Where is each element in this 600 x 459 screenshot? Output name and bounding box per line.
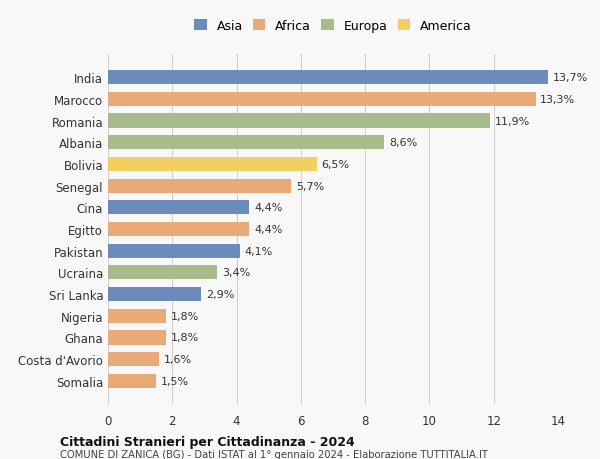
Bar [108, 201, 250, 215]
Bar [108, 93, 536, 106]
Text: 1,5%: 1,5% [161, 376, 189, 386]
Text: 11,9%: 11,9% [496, 116, 530, 126]
Text: 6,5%: 6,5% [322, 160, 350, 169]
Bar [108, 309, 166, 323]
Bar [108, 179, 291, 193]
Bar [108, 223, 250, 236]
Bar [108, 353, 160, 366]
Text: 4,1%: 4,1% [245, 246, 273, 256]
Text: 2,9%: 2,9% [206, 290, 235, 299]
Bar [108, 266, 217, 280]
Bar [108, 287, 201, 302]
Text: 5,7%: 5,7% [296, 181, 324, 191]
Bar [108, 374, 156, 388]
Text: 13,7%: 13,7% [553, 73, 589, 83]
Text: 1,6%: 1,6% [164, 354, 193, 364]
Bar [108, 157, 317, 172]
Text: 4,4%: 4,4% [254, 224, 283, 235]
Text: 13,3%: 13,3% [541, 95, 575, 105]
Text: 3,4%: 3,4% [222, 268, 250, 278]
Text: 4,4%: 4,4% [254, 203, 283, 213]
Bar [108, 244, 240, 258]
Bar [108, 330, 166, 345]
Legend: Asia, Africa, Europa, America: Asia, Africa, Europa, America [190, 16, 476, 36]
Text: 8,6%: 8,6% [389, 138, 418, 148]
Bar [108, 71, 548, 85]
Text: Cittadini Stranieri per Cittadinanza - 2024: Cittadini Stranieri per Cittadinanza - 2… [60, 435, 355, 448]
Text: 1,8%: 1,8% [170, 311, 199, 321]
Text: 1,8%: 1,8% [170, 333, 199, 343]
Bar [108, 114, 491, 129]
Text: COMUNE DI ZANICA (BG) - Dati ISTAT al 1° gennaio 2024 - Elaborazione TUTTITALIA.: COMUNE DI ZANICA (BG) - Dati ISTAT al 1°… [60, 449, 488, 459]
Bar [108, 136, 385, 150]
